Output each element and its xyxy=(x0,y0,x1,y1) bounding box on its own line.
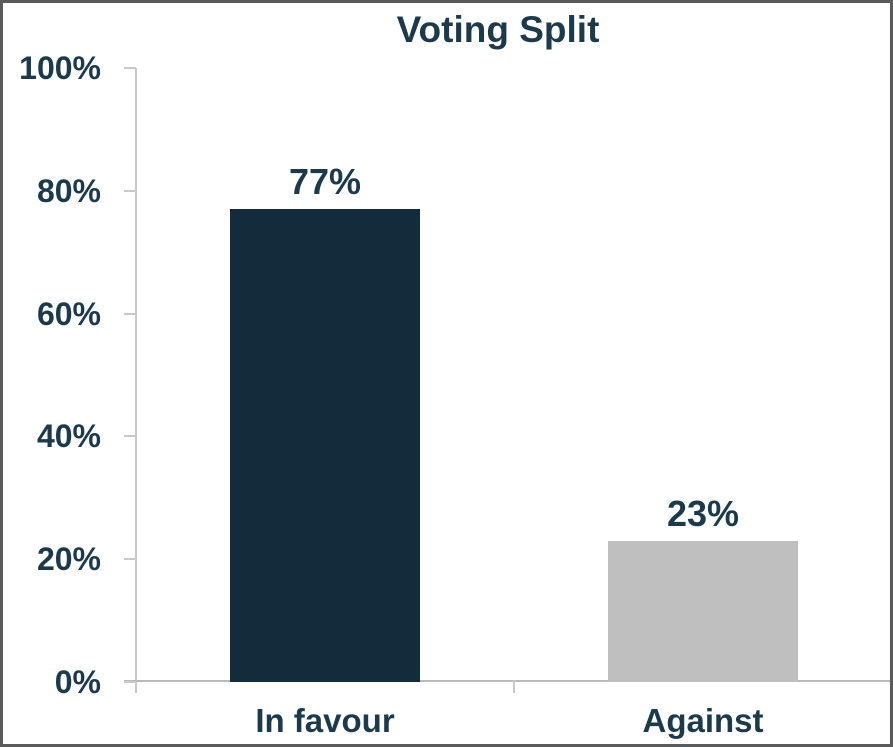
y-axis-tick-label: 100% xyxy=(19,50,101,86)
y-axis-tick-label: 40% xyxy=(36,418,101,455)
category-label-in-favour: In favour xyxy=(255,702,395,739)
category-label-against: Against xyxy=(642,702,764,739)
y-axis-tick-mark xyxy=(124,312,136,315)
y-axis-line xyxy=(135,68,137,693)
bar-in-favour xyxy=(230,209,420,682)
y-axis-tick-mark xyxy=(124,189,136,192)
y-axis-tick-label: 80% xyxy=(36,172,101,209)
value-label-in-favour: 77% xyxy=(288,161,362,203)
y-axis-tick-label: 60% xyxy=(36,295,101,332)
x-axis-tick-mark xyxy=(513,680,515,693)
y-axis-tick-label: 20% xyxy=(36,541,101,578)
y-axis-tick-label: 0% xyxy=(54,664,101,700)
y-axis-tick-mark xyxy=(124,558,136,561)
chart-title: Voting Split xyxy=(396,9,600,50)
bar-against xyxy=(608,540,798,682)
y-axis-tick-mark xyxy=(124,681,136,683)
x-axis-line xyxy=(124,680,890,682)
value-label-against: 23% xyxy=(666,492,740,534)
y-axis-tick-mark xyxy=(124,67,136,69)
y-axis-tick-mark xyxy=(124,435,136,438)
